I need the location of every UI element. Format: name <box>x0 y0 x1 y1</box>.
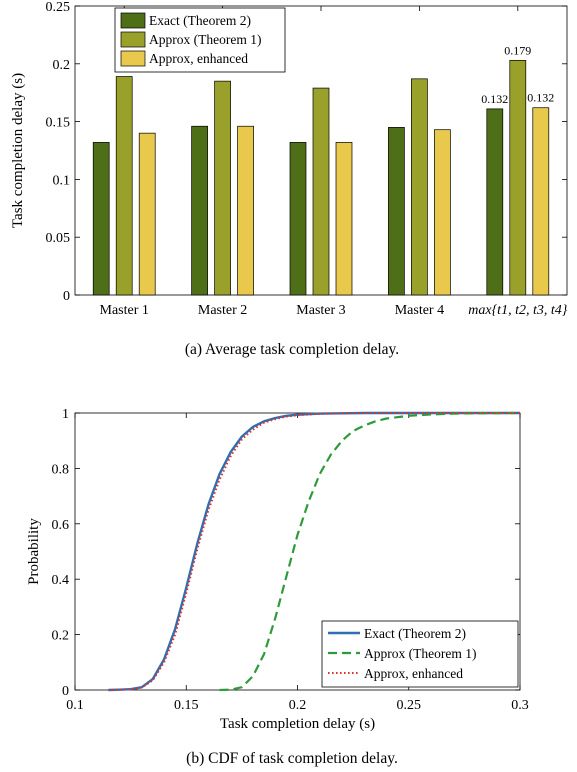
x-tick-label-b: 0.15 <box>174 698 199 713</box>
data-label-3: 0.132 <box>527 91 554 105</box>
y-tick-label-a: 0.15 <box>46 116 71 131</box>
data-label-2: 0.179 <box>504 43 531 57</box>
legend-label-a-3: Approx, enhanced <box>149 51 248 66</box>
y-tick-label-b: 0.4 <box>52 573 70 588</box>
legend-label-a-1: Exact (Theorem 2) <box>149 13 251 28</box>
bar-2-2 <box>214 80 231 296</box>
caption-a: (a) Average task completion delay. <box>185 341 399 358</box>
y-tick-label-a: 0.2 <box>53 58 71 73</box>
bar-2-1 <box>115 76 133 296</box>
bar-3-3 <box>335 142 353 296</box>
legend-label-a-2: Approx (Theorem 1) <box>149 32 261 47</box>
y-tick-label-b: 0.8 <box>52 462 70 477</box>
x-tick-label-a: Master 1 <box>100 303 149 318</box>
x-tick-label-b: 0.3 <box>511 698 529 713</box>
y-axis-label-b: Probability <box>26 518 42 585</box>
x-tick-label-b: 0.2 <box>289 698 307 713</box>
bar-3-4 <box>434 129 451 296</box>
y-axis-label-a: Task completion delay (s) <box>10 73 26 228</box>
y-tick-label-a: 0 <box>63 289 70 304</box>
legend-label-b-2: Approx (Theorem 1) <box>364 646 476 661</box>
x-tick-label-a: Master 2 <box>198 303 247 318</box>
bar-2-4 <box>411 78 428 296</box>
bar-chart-average-delay: 0 0.05 0.1 0.15 0.2 0.25 Master 1 Master 2 Maste… <box>10 0 568 318</box>
bar-1-2 <box>191 125 208 296</box>
data-label-1: 0.132 <box>481 92 508 106</box>
series-line-2 <box>219 411 521 692</box>
legend-label-b-3: Approx, enhanced <box>364 666 463 681</box>
cdf-chart-delay: 0 0.2 0.4 0.6 0.8 1 0.1 0.15 0.2 0.25 0.3 Task comp… <box>26 407 529 732</box>
y-tick-label-b: 0 <box>62 684 69 699</box>
x-tick-label-a: Master 3 <box>296 303 345 318</box>
legend-swatch-a-2 <box>120 31 146 48</box>
x-tick-label-a: Master 4 <box>395 303 444 318</box>
bar-1-5 <box>486 108 504 296</box>
bar-1-4 <box>388 127 405 296</box>
x-tick-label-b: 0.25 <box>397 698 422 713</box>
legend-label-b-1: Exact (Theorem 2) <box>364 626 466 641</box>
y-tick-label-b: 0.6 <box>52 518 70 533</box>
bar-1-1 <box>92 142 110 296</box>
bar-3-5 <box>532 107 550 296</box>
series-line-3 <box>108 412 520 691</box>
bar-1-3 <box>289 142 307 296</box>
bar-2-3 <box>312 87 330 296</box>
bar-3-1 <box>138 132 156 296</box>
x-tick-label-b: 0.1 <box>66 698 84 713</box>
caption-b: (b) CDF of task completion delay. <box>186 750 398 767</box>
x-axis-label-b: Task completion delay (s) <box>220 716 375 732</box>
y-tick-label-a: 0.1 <box>53 173 71 188</box>
y-tick-label-a: 0.25 <box>46 0 71 15</box>
y-tick-label-b: 1 <box>62 407 69 422</box>
legend-swatch-a-1 <box>120 12 146 29</box>
legend-swatch-a-3 <box>120 50 146 67</box>
y-tick-label-a: 0.05 <box>46 231 71 246</box>
y-tick-label-b: 0.2 <box>52 629 70 644</box>
series-line-1 <box>108 411 520 692</box>
bar-3-2 <box>237 125 254 296</box>
x-tick-label-a: max{t1, t2, t3, t4} <box>468 303 567 318</box>
bar-2-5 <box>509 59 527 296</box>
